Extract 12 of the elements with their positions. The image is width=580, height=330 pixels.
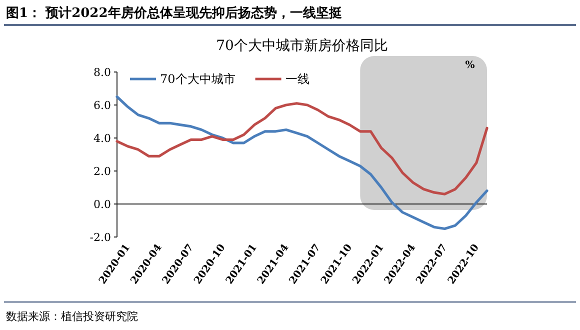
y-tick-label: 0.0 [94, 198, 111, 211]
legend-label: 一线 [285, 72, 310, 86]
text: % [465, 60, 476, 71]
y-tick-label: -2.0 [90, 231, 111, 244]
y-tick-label: 2.0 [94, 165, 111, 178]
title: 图1： 预计2022年房价总体呈现先抑后扬态势，一线坚挺 [6, 6, 342, 21]
y-tick-label: 4.0 [94, 132, 111, 145]
y-tick-label: 8.0 [94, 66, 111, 79]
y-tick-label: 6.0 [94, 99, 111, 112]
legend-label: 70个大中城市 [160, 72, 236, 86]
subtitle: 70个大中城市新房价格同比 [216, 38, 388, 54]
source-note: 数据来源：植信投资研究院 [6, 310, 138, 323]
